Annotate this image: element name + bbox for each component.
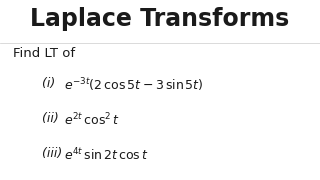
Text: $e^{4t}\,\mathrm{sin}\,2t\,\mathrm{cos}\,t$: $e^{4t}\,\mathrm{sin}\,2t\,\mathrm{cos}\… (64, 147, 149, 163)
Text: Find LT of: Find LT of (13, 47, 75, 60)
Text: Laplace Transforms: Laplace Transforms (30, 7, 290, 31)
Text: (iii): (iii) (42, 147, 66, 160)
Text: $e^{2t}\,\mathrm{cos}^2\,t$: $e^{2t}\,\mathrm{cos}^2\,t$ (64, 112, 120, 128)
Text: (i): (i) (42, 76, 67, 89)
Text: (ii): (ii) (42, 112, 62, 125)
Text: $e^{-3t}(2\,\mathrm{cos}\,5t - 3\,\mathrm{sin}\,5t)$: $e^{-3t}(2\,\mathrm{cos}\,5t - 3\,\mathr… (64, 76, 204, 94)
